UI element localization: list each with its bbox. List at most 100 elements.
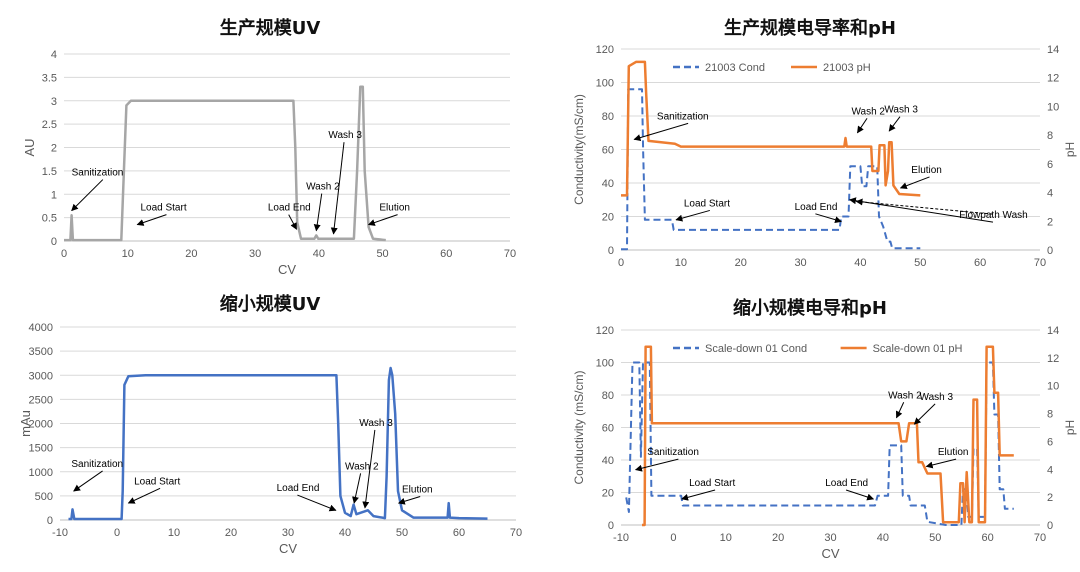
annotation-arrow: [367, 214, 398, 226]
annotation-label: Load End: [825, 478, 868, 489]
series-line: [68, 366, 488, 521]
y-tick-label: 1: [51, 189, 57, 201]
y-tick-label: 20: [602, 488, 614, 500]
y-tick-label: 2500: [29, 394, 53, 406]
y2-tick-label: 10: [1047, 381, 1059, 393]
x-axis-label: CV: [279, 541, 297, 556]
x-tick-label: 30: [794, 257, 806, 269]
y2-tick-label: 0: [1047, 520, 1053, 532]
annotation-arrow: [362, 429, 376, 509]
annotation-arrow: [913, 403, 936, 425]
annotation-arrow: [634, 458, 679, 472]
y2-tick-label: 2: [1047, 216, 1053, 228]
annotation-arrow: [73, 470, 103, 492]
x-tick-label: 30: [824, 532, 836, 544]
x-tick-label: 40: [877, 532, 889, 544]
annotation-label: Flowpath Wash: [959, 210, 1028, 221]
annotation-label: Load Start: [134, 476, 180, 487]
y2-tick-label: 8: [1047, 409, 1053, 421]
annotation-arrow: [297, 494, 337, 512]
legend-label: 21003 pH: [823, 62, 871, 74]
annotation-label: Elution: [402, 484, 433, 495]
annotation-label: Load Start: [684, 198, 730, 209]
annotation-label: Load Start: [140, 203, 186, 214]
production-uv-chart: 00.511.522.533.540 10 20 30 40 50 60 70CVAUSani…: [22, 49, 516, 277]
y-tick-label: 80: [602, 111, 614, 123]
annotation-arrow: [815, 213, 842, 224]
y-axis-label: AU: [22, 138, 37, 156]
x-tick-label: 60: [453, 527, 465, 539]
y-axis-label: Conductivity(mS/cm): [572, 94, 586, 205]
annotation-arrow: [313, 193, 323, 232]
y2-tick-label: 14: [1047, 44, 1059, 56]
annotation-label: Sanitization: [72, 168, 124, 179]
annotation-arrow: [71, 179, 104, 212]
x-axis-label: CV: [278, 262, 296, 277]
y-tick-label: 3: [51, 96, 57, 108]
x-tick-label: 50: [396, 527, 408, 539]
x-tick-label: 20: [225, 527, 237, 539]
annotation-arrow: [681, 489, 716, 501]
x-tick-label: 30: [249, 248, 261, 260]
y-tick-label: 2000: [29, 419, 53, 431]
y-tick-label: 100: [596, 78, 614, 90]
annotation-label: Sanitization: [647, 447, 699, 458]
y-tick-label: 500: [35, 491, 53, 503]
chart-title: 生产规模电导率和pH: [724, 18, 896, 39]
x-tick-label: 0: [670, 532, 676, 544]
x-tick-label: 0: [114, 527, 120, 539]
y2-tick-label: 4: [1047, 188, 1053, 200]
y-tick-label: 40: [602, 178, 614, 190]
chart-title: 生产规模UV: [219, 18, 321, 39]
annotation-label: Wash 2: [888, 390, 922, 401]
x-tick-label: 60: [982, 532, 994, 544]
annotation-label: Load Start: [689, 478, 735, 489]
y2-axis-label: pH: [1063, 420, 1077, 435]
x-tick-label: 30: [282, 527, 294, 539]
x-tick-label: -10: [52, 527, 68, 539]
x-tick-label: 50: [929, 532, 941, 544]
y-tick-label: 4: [51, 49, 57, 61]
annotation-label: Load End: [277, 483, 320, 494]
annotation-arrow: [397, 496, 421, 505]
annotation-label: Wash 2: [306, 182, 340, 193]
chart-title: 缩小规模电导和pH: [733, 298, 887, 319]
x-tick-label: 20: [735, 257, 747, 269]
y2-tick-label: 2: [1047, 492, 1053, 504]
annotation-arrow: [330, 142, 345, 235]
y2-tick-label: 6: [1047, 159, 1053, 171]
production-cond-ph-chart: 0 20 40 60 80 100 120 0 2 4 6 8 10 12 14 0 10 20 30 40 50 60 7…: [572, 44, 1077, 269]
annotation-arrow: [845, 489, 875, 501]
x-tick-label: 70: [504, 248, 516, 260]
y-tick-label: 0: [608, 520, 614, 532]
y2-tick-label: 10: [1047, 101, 1059, 113]
series-line: [64, 85, 386, 242]
annotation-label: Elution: [911, 165, 942, 176]
x-tick-label: 20: [772, 532, 784, 544]
annotation-arrow: [633, 122, 689, 142]
y-tick-label: 2: [51, 143, 57, 155]
x-tick-label: 10: [122, 248, 134, 260]
y-tick-label: 4000: [29, 322, 53, 334]
x-tick-label: 40: [854, 257, 866, 269]
chart-panel-scaledown-cond-ph: 缩小规模电导和pH 0 20 40 60 80 100 120 0 2 4 6 8 10 12 14 -10 0…: [540, 284, 1080, 568]
x-tick-label: 50: [914, 257, 926, 269]
annotation-arrow: [675, 209, 710, 222]
y2-tick-label: 8: [1047, 130, 1053, 142]
annotation-arrow: [888, 116, 901, 132]
annotation-label: Wash 3: [328, 130, 362, 141]
series-line: [642, 345, 1014, 527]
y-tick-label: 120: [596, 44, 614, 56]
y-tick-label: 60: [602, 423, 614, 435]
x-tick-label: 70: [510, 527, 522, 539]
y-tick-label: 20: [602, 212, 614, 224]
annotation-label: Load End: [268, 203, 311, 214]
chart-panel-production-uv: 生产规模UV 0 0.5 1 1.5 2 2.5 3 3.5 4 0 10 20 30 40 50 60 70 C…: [0, 0, 540, 284]
annotation-label: Wash 3: [359, 418, 393, 429]
series-line: [621, 60, 921, 197]
y2-tick-label: 12: [1047, 353, 1059, 365]
annotation-label: Wash 3: [920, 392, 954, 403]
y-tick-label: 3000: [29, 370, 53, 382]
x-tick-label: 10: [168, 527, 180, 539]
